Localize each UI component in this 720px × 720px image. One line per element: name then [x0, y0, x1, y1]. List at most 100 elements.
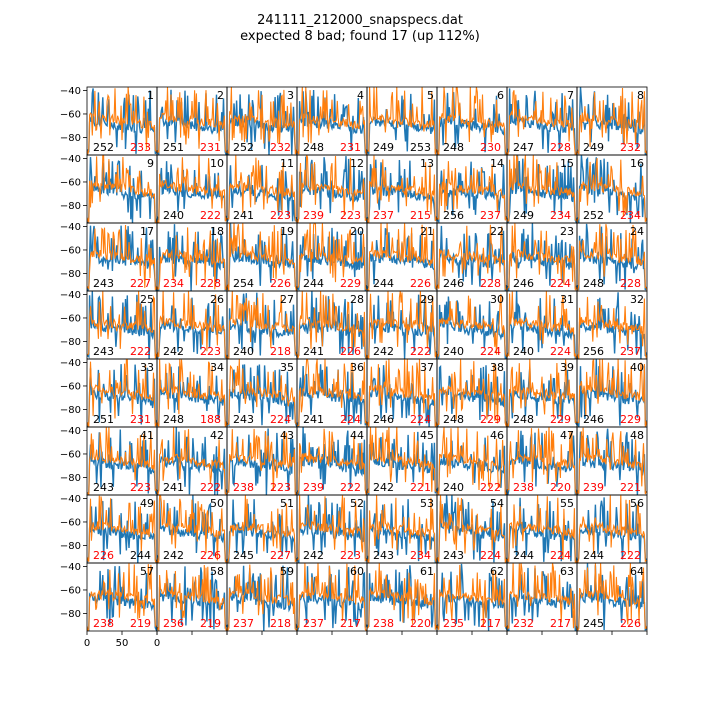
y-tick-label: −60 — [60, 109, 81, 120]
panel-44-series-1-line — [297, 427, 367, 495]
panel-41: 41 243 223 — [86, 426, 158, 496]
panel-43-number: 43 — [280, 429, 294, 442]
panel-57-count-right: 219 — [130, 617, 151, 630]
panel-6-count-left: 248 — [443, 141, 464, 154]
panel-47-count-left: 238 — [513, 481, 534, 494]
y-tick-label: −60 — [60, 245, 81, 256]
panel-63-series-2-line — [507, 563, 577, 631]
panel-56-number: 56 — [630, 497, 644, 510]
panel-13: 13 237 215 — [366, 154, 438, 224]
panel-37: 37 246 224 — [366, 358, 438, 428]
panel-17-count-left: 243 — [93, 277, 114, 290]
panel-55: 55 244 224 — [506, 494, 578, 564]
panel-10-count-right: 222 — [200, 209, 221, 222]
panel-30-series-2-line — [437, 294, 507, 359]
y-tick-label: −60 — [60, 313, 81, 324]
panel-22-series-2-line — [437, 224, 507, 291]
panel-58-series-1-line — [157, 566, 227, 631]
x-tick-label: 0 — [84, 638, 90, 649]
panel-10-series-1-line — [157, 161, 227, 223]
panel-25-series-2-line — [87, 291, 157, 359]
panel-16-series-1-line — [577, 155, 647, 223]
panel-1-number: 1 — [147, 89, 154, 102]
panel-1-count-right: 233 — [130, 141, 151, 154]
panel-3-series-2-line — [227, 87, 297, 155]
panel-9-series-2-line — [87, 155, 157, 223]
panel-62-count-right: 217 — [480, 617, 501, 630]
panel-30-count-right: 224 — [480, 345, 501, 358]
panel-14-series-1-line — [437, 161, 507, 223]
panel-3-count-left: 252 — [233, 141, 254, 154]
panel-40-series-2-line — [577, 359, 647, 427]
panel-19-count-left: 254 — [233, 277, 254, 290]
panel-57-number: 57 — [140, 565, 154, 578]
panel-7-number: 7 — [567, 89, 574, 102]
panel-19-count-right: 226 — [270, 277, 291, 290]
panel-13-series-2-line — [367, 155, 437, 223]
panel-32-count-right: 237 — [620, 345, 641, 358]
panel-45-count-right: 221 — [410, 481, 431, 494]
panel-2-series-2-line — [157, 87, 227, 154]
panel-13-series-1-line — [367, 159, 437, 223]
panel-11-count-right: 223 — [270, 209, 291, 222]
panel-14: 14 256 237 — [436, 154, 508, 224]
panel-10-series-2-line — [157, 155, 227, 223]
panel-47-number: 47 — [560, 429, 574, 442]
panel-51-series-1-line — [227, 499, 297, 563]
panel-7-series-2-line — [507, 90, 577, 155]
panel-38-number: 38 — [490, 361, 504, 374]
panel-10-number: 10 — [210, 157, 224, 170]
panel-42-number: 42 — [210, 429, 224, 442]
panel-57-series-1-line — [87, 566, 157, 631]
panel-55-series-2-line — [507, 495, 577, 563]
panel-2-count-right: 231 — [200, 141, 221, 154]
panel-2-count-left: 251 — [163, 141, 184, 154]
panel-41-number: 41 — [140, 429, 154, 442]
panel-43-series-2-line — [227, 428, 297, 495]
panel-24-series-1-line — [577, 223, 647, 291]
panel-22-count-left: 246 — [443, 277, 464, 290]
panel-34-series-2-line — [157, 359, 227, 427]
panel-51-count-right: 227 — [270, 549, 291, 562]
panel-16-count-left: 252 — [583, 209, 604, 222]
y-tick-label: −60 — [60, 177, 81, 188]
panel-13-count-right: 215 — [410, 209, 431, 222]
panel-21-count-right: 226 — [410, 277, 431, 290]
panel-31-series-2-line — [507, 291, 577, 359]
panel-3-number: 3 — [287, 89, 294, 102]
panel-5-count-left: 249 — [373, 141, 394, 154]
panel-44: 44 239 222 — [296, 426, 368, 496]
panel-54-series-2-line — [437, 495, 507, 563]
panel-47-count-right: 220 — [550, 481, 571, 494]
panel-64: 64 245 226 — [576, 562, 648, 632]
y-tick-label: −60 — [60, 381, 81, 392]
panel-36-number: 36 — [350, 361, 364, 374]
panel-54-number: 54 — [490, 497, 504, 510]
y-tick-label: −40 — [60, 562, 81, 573]
panel-39-count-left: 248 — [513, 413, 534, 426]
panel-48-number: 48 — [630, 429, 644, 442]
panel-62-series-2-line — [437, 564, 507, 630]
panel-57-count-left: 238 — [93, 617, 114, 630]
panel-35-series-2-line — [227, 359, 297, 426]
panel-15-count-right: 234 — [550, 209, 571, 222]
panel-40-count-left: 246 — [583, 413, 604, 426]
y-tick-label: −80 — [60, 473, 81, 484]
panel-56: 56 244 222 — [576, 494, 648, 564]
panel-23-series-1-line — [507, 223, 577, 291]
panel-8-count-left: 249 — [583, 141, 604, 154]
panel-63-count-right: 217 — [550, 617, 571, 630]
panel-41-series-2-line — [87, 427, 157, 495]
panel-51-number: 51 — [280, 497, 294, 510]
panel-32-count-left: 256 — [583, 345, 604, 358]
panel-22-series-1-line — [437, 225, 507, 291]
panel-33-count-left: 251 — [93, 413, 114, 426]
panel-64-series-2-line — [577, 563, 647, 631]
panel-15-series-2-line — [507, 155, 577, 222]
chart-title: 241111_212000_snapspecs.dat — [257, 13, 463, 28]
y-tick-label: −40 — [60, 154, 81, 165]
panel-38: 38 248 229 — [436, 358, 508, 428]
panel-49-number: 49 — [140, 497, 154, 510]
panel-32: 32 256 237 — [576, 290, 648, 360]
panel-30-series-1-line — [437, 296, 507, 359]
